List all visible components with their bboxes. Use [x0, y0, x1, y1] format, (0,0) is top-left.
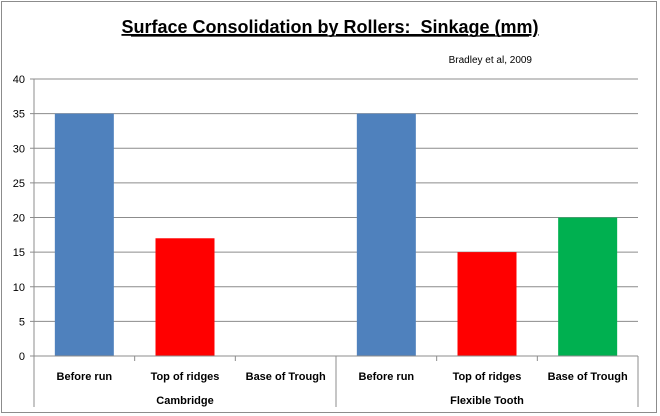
x-category-label: Base of Trough — [246, 371, 326, 383]
bar — [54, 113, 114, 356]
bar — [558, 217, 618, 356]
y-tick-label: 35 — [13, 109, 25, 121]
bar — [356, 113, 416, 356]
x-category-label: Before run — [359, 371, 415, 383]
grid-layer — [34, 78, 638, 322]
group-label: Flexible Tooth — [450, 395, 524, 407]
y-tick-label: 15 — [13, 247, 25, 259]
y-tick-label: 40 — [13, 74, 25, 86]
x-category-label: Top of ridges — [151, 371, 220, 383]
bar — [457, 252, 517, 356]
y-tick-label: 10 — [13, 282, 25, 294]
x-category-label: Before run — [57, 371, 113, 383]
chart-title: Surface Consolidation by Rollers: Sinkag… — [121, 17, 538, 37]
y-tick-label: 20 — [13, 213, 25, 225]
y-tick-label: 5 — [19, 316, 25, 328]
source-annotation: Bradley et al, 2009 — [449, 55, 533, 66]
y-tick-label: 0 — [19, 351, 25, 363]
bar-layer — [54, 113, 618, 356]
x-category-label: Base of Trough — [548, 371, 628, 383]
x-category-label: Top of ridges — [453, 371, 522, 383]
bar — [155, 238, 215, 356]
y-tick-label: 30 — [13, 143, 25, 155]
group-label: Cambridge — [156, 395, 213, 407]
axis-layer: 0 5 10 15 20 25 30 35 40 Before run Top of ridges B… — [13, 74, 639, 407]
y-tick-label: 25 — [13, 178, 25, 190]
